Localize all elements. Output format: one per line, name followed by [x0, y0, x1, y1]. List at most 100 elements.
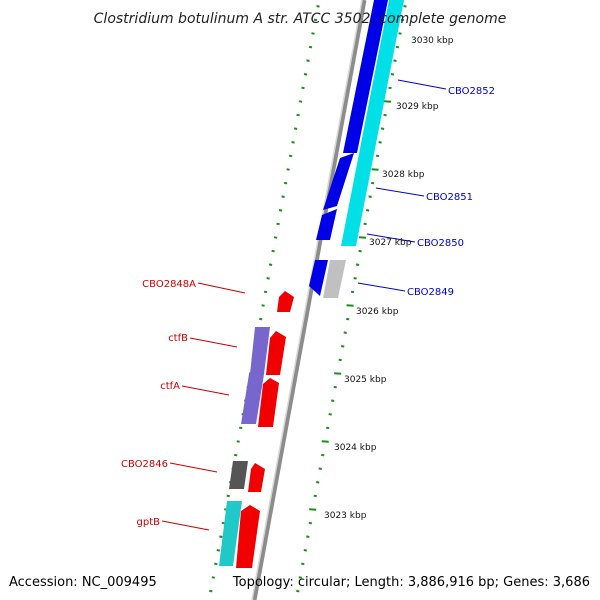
gene-label-ctfa[interactable]: ctfA: [160, 381, 180, 392]
gene-cbo2846-darkgrey[interactable]: [229, 461, 248, 489]
outer-tick: [298, 576, 302, 579]
outer-tick: [309, 508, 317, 511]
inner-tick: [276, 222, 280, 226]
outer-tick: [313, 494, 317, 498]
gene-labels: CBO2852 CBO2851 CBO2850 CBO2849 CBO2848A…: [121, 86, 495, 528]
outer-tick: [371, 168, 379, 171]
outer-tick: [333, 385, 337, 389]
inner-tick: [298, 100, 303, 103]
gene-label-gptb[interactable]: gptB: [137, 517, 161, 528]
inner-tick: [263, 290, 268, 294]
gene-ctfb-purple[interactable]: [250, 327, 270, 374]
gene-label-cbo2852[interactable]: CBO2852: [448, 86, 495, 97]
gene-cbo2850-blue[interactable]: [316, 209, 337, 240]
inner-tick: [273, 236, 278, 239]
gene-label-ctfb[interactable]: ctfB: [168, 333, 188, 344]
tick-label-3025: 3025 kbp: [344, 375, 387, 385]
gene-cbo2848a-red[interactable]: [277, 291, 294, 312]
outer-tick: [398, 32, 402, 35]
outer-tick: [296, 589, 300, 593]
outer-tick: [383, 100, 392, 103]
backbone: [251, 0, 367, 600]
outer-tick: [346, 304, 354, 307]
tick-label-3030: 3030 kbp: [411, 36, 454, 46]
tick-label-3027: 3027 kbp: [369, 238, 412, 248]
outer-tick: [403, 5, 407, 8]
outer-tick: [341, 345, 345, 348]
outer-tick: [321, 453, 325, 457]
inner-tick: [311, 32, 315, 35]
outer-tick: [370, 181, 375, 185]
inner-tick: [301, 86, 305, 90]
gene-cbo2852-cyan[interactable]: [341, 0, 404, 246]
gene-cbo2846-red[interactable]: [248, 463, 265, 492]
label-leaders: [161, 79, 447, 531]
gene-grey[interactable]: [323, 260, 346, 298]
outer-tick: [375, 154, 380, 158]
outer-tick: [318, 467, 322, 470]
tick-labels: 3030 kbp 3029 kbp 3028 kbp 3027 kbp 3026…: [324, 36, 454, 521]
inner-tick: [216, 549, 220, 552]
outer-tick: [331, 399, 335, 402]
inner-tick: [211, 576, 215, 579]
outer-tick: [355, 263, 360, 266]
backbone-highlight: [251, 0, 363, 600]
outer-tick: [301, 562, 305, 566]
gene-gptb-teal[interactable]: [219, 501, 242, 566]
inner-tick: [259, 317, 263, 321]
gene-cbo2851-blue[interactable]: [323, 153, 354, 210]
inner-tick: [266, 277, 270, 280]
outer-tick: [334, 372, 342, 375]
outer-tick: [326, 426, 330, 430]
inner-tick: [291, 141, 295, 144]
gene-ctfb-red[interactable]: [266, 331, 286, 375]
gene-ctfa-red[interactable]: [258, 378, 279, 427]
outer-tick: [400, 18, 405, 22]
outer-tick: [363, 222, 367, 226]
inner-tick: [288, 154, 293, 158]
inner-tick: [281, 195, 285, 198]
gene-cbo2852-blue[interactable]: [343, 0, 388, 153]
outer-tick: [383, 113, 387, 117]
outer-tick: [365, 209, 370, 212]
inner-tick: [306, 59, 310, 62]
inner-tick: [283, 181, 288, 185]
outer-tick: [395, 45, 400, 49]
gene-label-cbo2848a[interactable]: CBO2848A: [142, 279, 196, 290]
tick-label-3026: 3026 kbp: [356, 307, 399, 317]
outer-tick-ruler: [296, 5, 407, 593]
inner-tick-ruler: [209, 5, 320, 593]
gene-label-cbo2850[interactable]: CBO2850: [417, 238, 464, 249]
outer-tick: [321, 440, 329, 443]
backbone-line: [251, 0, 367, 600]
tick-label-3028: 3028 kbp: [382, 170, 425, 180]
inner-tick: [293, 127, 298, 130]
accession-text: Accession: NC_009495: [9, 575, 157, 590]
outer-tick: [316, 481, 320, 484]
inner-tick: [278, 209, 283, 212]
gene-gptb-red[interactable]: [236, 505, 260, 568]
outer-tick: [343, 331, 347, 334]
outer-tick: [388, 86, 392, 90]
gene-label-cbo2851[interactable]: CBO2851: [426, 192, 473, 203]
gene-label-cbo2846[interactable]: CBO2846: [121, 459, 168, 470]
gene-cbo2849-blue[interactable]: [309, 260, 328, 296]
outer-tick: [346, 317, 350, 321]
inner-tick: [286, 168, 290, 171]
inner-tick: [296, 113, 300, 117]
inner-tick: [226, 494, 230, 498]
outer-tick: [380, 127, 385, 130]
outer-tick: [338, 358, 342, 362]
forward-genes: [309, 0, 404, 298]
outer-tick: [306, 535, 310, 538]
inner-tick: [316, 5, 320, 8]
inner-tick: [219, 535, 223, 538]
outer-tick: [393, 59, 397, 62]
inner-tick: [308, 45, 313, 49]
tick-label-3023: 3023 kbp: [324, 511, 367, 521]
gene-ctfa-purple[interactable]: [241, 374, 264, 424]
inner-tick: [268, 263, 273, 266]
gene-label-cbo2849[interactable]: CBO2849: [407, 287, 454, 298]
